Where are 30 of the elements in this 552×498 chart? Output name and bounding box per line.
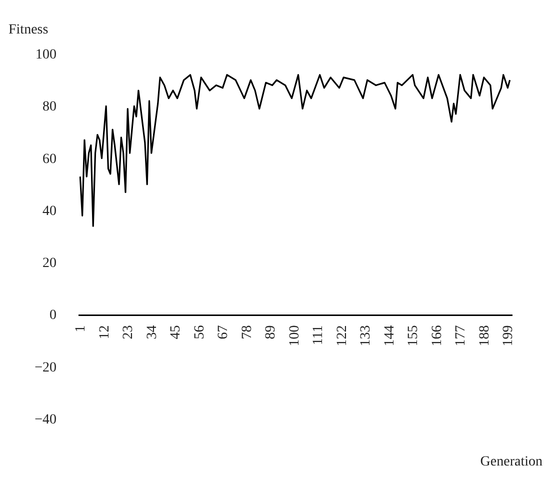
x-tick-label: 144 [382,325,398,346]
x-tick-label: 56 [192,325,208,340]
y-tick-label: −20 [34,360,56,376]
x-tick-label: 12 [97,325,112,340]
x-tick-label: 89 [264,325,279,340]
x-tick-label: 45 [168,325,184,340]
x-tick-label: 78 [240,325,255,340]
x-tick-label: 23 [121,325,136,340]
y-tick-label: 40 [42,204,56,219]
y-tick-label: −40 [34,412,56,428]
x-axis-title: Generation [480,454,542,470]
y-tick-label: 0 [50,308,56,324]
x-tick-label: 100 [287,325,302,346]
x-tick-label: 155 [406,325,422,346]
y-tick-label: 20 [42,256,56,272]
line-series [79,74,511,227]
x-tick-label: 199 [501,325,516,346]
y-tick-label: 80 [42,100,56,115]
x-tick-label: 188 [477,325,492,346]
y-axis-title: Fitness [8,22,48,38]
x-tick-label: 166 [430,325,445,346]
x-tick-label: 122 [334,325,350,346]
x-tick-label: 177 [454,325,469,346]
x-tick-label: 1 [74,325,89,332]
x-tick-label: 133 [358,325,374,346]
x-tick-label: 111 [311,325,326,346]
x-tick-label: 67 [216,325,232,340]
y-tick-label: 60 [42,152,56,167]
x-tick-label: 34 [144,325,160,340]
y-tick-label: 100 [36,48,56,62]
